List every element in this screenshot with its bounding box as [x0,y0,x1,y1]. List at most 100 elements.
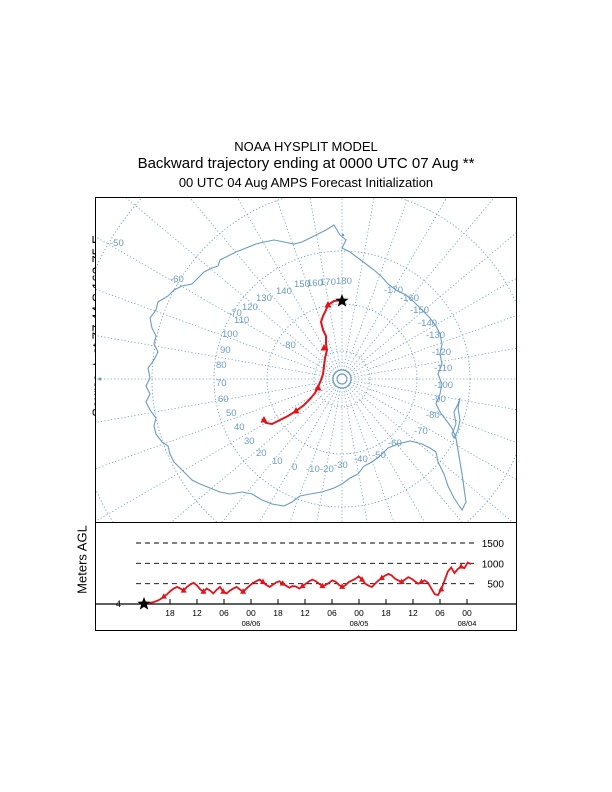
longitude-line [96,381,334,469]
height-marker [200,588,207,594]
grid-label-lon-10e: 10 [272,456,283,467]
grid-label-lon-160e: 160 [307,278,323,289]
reference-label: 1000 [482,559,505,570]
source-star-icon [335,294,349,307]
longitude-line [346,198,447,372]
trajectory-marker [324,301,332,308]
time-tick-label: 18 [165,608,175,618]
longitude-line [344,198,409,371]
latitude-circle [266,303,418,455]
height-marker [279,580,286,586]
grid-label-lon-140w: -140 [418,318,437,329]
longitude-line [350,347,516,378]
height-trajectory [143,561,472,605]
time-tick-label: 00 [354,608,364,618]
longitude-line [289,387,340,522]
start-height-label: 4 [116,599,121,609]
height-marker [458,563,465,569]
grid-label-lon-30w: -30 [334,460,348,471]
longitude-line [96,380,334,423]
grid-label-lon-70w: -70 [414,426,428,437]
trajectory-title: Backward trajectory ending at 0000 UTC 0… [137,155,475,172]
longitude-line [350,381,516,443]
height-marker [259,578,266,585]
grid-label-lat-60: -60 [170,274,184,285]
model-title: NOAA HYSPLIT MODEL [234,139,378,154]
grid-label-lon-30e: 30 [244,436,255,447]
longitude-line [349,383,516,480]
trajectory-marker [292,407,300,414]
longitude-line [170,384,336,522]
grid-label-lon-130e: 130 [256,293,272,304]
height-marker [378,574,385,580]
grid-label-lon-90w: -90 [432,394,446,405]
antarctica-coastline [145,224,467,512]
trajectory-marker [320,344,328,351]
grid-label-lon-50e: 50 [226,408,237,419]
longitude-line [348,232,516,374]
time-tick-label: 00 [462,608,472,618]
longitude-line [258,386,338,522]
grid-label-lon-40e: 40 [234,422,245,433]
grid-label-lon-170e: 170 [320,277,336,288]
grid-label-lon-170w: -170 [384,285,403,296]
grid-label-lon-120e: 120 [242,302,258,313]
longitude-line [221,385,337,522]
coastline [98,224,467,512]
longitude-line [346,386,426,522]
trajectory-markers [260,301,332,423]
grid-label-lon-70e: 70 [216,378,227,389]
height-marker [299,582,306,589]
map-panel: -50 -60 -70 -80 180 170 160 150 140 130 120 110 100 9… [95,197,517,523]
grid-label-lon-110w: -110 [434,363,452,374]
longitude-line [343,387,368,522]
height-marker [220,588,227,594]
height-marker [398,578,405,585]
time-tick-label: 12 [300,608,310,618]
grid-label-lat-80: -80 [282,340,296,351]
longitude-line [344,387,395,522]
longitude-line [96,236,335,375]
trajectory-path [261,299,343,426]
grid-label-lon-20e: 20 [256,448,267,459]
time-tick-label: 12 [192,608,202,618]
longitude-line [96,289,334,377]
longitude-line [347,385,463,522]
init-subtitle: 00 UTC 04 Aug AMPS Forecast Initializati… [178,175,434,190]
grid-label-lon-80e: 80 [216,360,227,371]
south-pole-marker [332,369,352,389]
grid-labels: -50-60-70-801801701601501401301201101009… [110,238,453,475]
reference-lines: 1500 1000 500 [136,539,504,591]
longitude-line [348,384,514,522]
grid-label-lon-90e: 90 [220,345,231,356]
grid-label-lon-150w: -150 [410,305,429,316]
grid-label-lon-10w: -10 [306,464,320,475]
time-tick-label: 18 [381,608,391,618]
grid-label-lon-130w: -130 [426,330,445,341]
longitude-line [316,387,341,522]
grid-label-lon-150e: 150 [294,279,310,290]
height-marker [160,593,167,599]
grid-label-lon-110e: 110 [234,315,249,326]
longitude-line [343,198,375,371]
island-marker [98,377,102,381]
latitude-circle [313,350,371,408]
grid-label-lon-180: 180 [336,276,352,287]
source-star-icon [137,597,151,610]
height-marker [359,576,365,582]
time-tick-label: 06 [435,608,445,618]
trajectory-marker [260,416,268,423]
polar-map: -50-60-70-801801701601501401301201101009… [96,198,516,522]
grid-label-lon-60e: 60 [218,394,229,405]
reference-label: 1500 [482,539,505,550]
height-marker [418,578,425,585]
height-markers [160,563,465,599]
longitude-line [350,315,516,377]
grid-label-lon-140e: 140 [276,286,292,297]
grid-label-lon-160w: -160 [400,293,419,304]
date-label: 08/04 [458,619,477,628]
time-tick-label: 06 [219,608,229,618]
height-panel: 1500 1000 500 18 12 06 00 18 12 06 00 18 12 06 00 08/0… [95,522,517,631]
longitude-line [125,198,336,374]
